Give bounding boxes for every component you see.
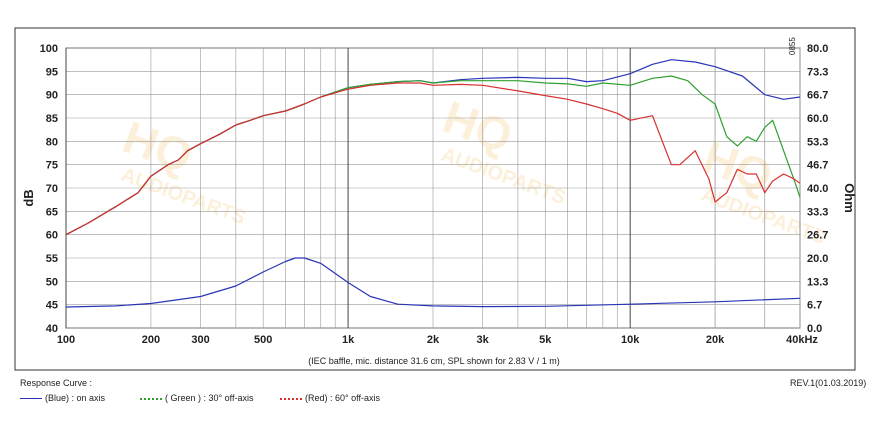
y-tick-label: 55 [46, 253, 58, 265]
legend-swatch-blue [20, 398, 42, 400]
x-tick-label: 100 [57, 334, 75, 346]
y2-tick-label: 73.3 [807, 66, 828, 78]
y-axis-ticks: 100 95 90 85 80 75 70 65 60 55 50 45 40 [40, 43, 58, 335]
y2-tick-label: 33.3 [807, 206, 828, 218]
y-tick-label: 70 [46, 183, 58, 195]
x-tick-label: 3k [477, 334, 490, 346]
y-tick-label: 60 [46, 230, 58, 242]
x-tick-label: 500 [254, 334, 272, 346]
chart-frame [14, 27, 856, 371]
x-tick-label: 2k [427, 334, 440, 346]
y2-tick-label: 66.7 [807, 90, 828, 102]
legend-item-red: (Red) : 60° off-axis [280, 393, 380, 403]
y2-tick-label: 26.7 [807, 230, 828, 242]
legend-swatch-green [140, 397, 162, 400]
x-tick-label: 40kHz [786, 334, 818, 346]
x-tick-label: 300 [191, 334, 209, 346]
y2-tick-label: 53.3 [807, 136, 828, 148]
y-tick-label: 50 [46, 276, 58, 288]
y-tick-label: 75 [46, 160, 58, 172]
legend-item-green: ( Green ) : 30° off-axis [140, 393, 253, 403]
y2-tick-label: 40.0 [807, 183, 828, 195]
corner-code: 0855 [788, 37, 797, 55]
y2-tick-label: 80.0 [807, 43, 828, 55]
response-curve-title: Response Curve : [20, 378, 93, 388]
y-tick-label: 95 [46, 66, 58, 78]
legend-label-red: (Red) : 60° off-axis [305, 393, 380, 403]
x-tick-label: 200 [142, 334, 160, 346]
y2-tick-label: 20.0 [807, 253, 828, 265]
y-tick-label: 85 [46, 113, 58, 125]
impedance-curve [65, 257, 801, 308]
y2-tick-label: 6.7 [807, 300, 822, 312]
y-tick-label: 100 [40, 43, 58, 55]
y-tick-label: 90 [46, 90, 58, 102]
y-tick-label: 40 [46, 323, 58, 335]
y2-axis-ticks: 80.0 73.3 66.7 60.0 53.3 46.7 40.0 33.3 26.7 20.0… [807, 43, 828, 335]
off-axis-60-curve [65, 82, 801, 236]
x-tick-label: 10k [621, 334, 640, 346]
y-tick-label: 65 [46, 206, 58, 218]
x-tick-label: 20k [706, 334, 725, 346]
x-axis-ticks: 100 200 300 500 1k 2k 3k 5k 10k 20k 40kHz [57, 334, 819, 346]
x-tick-label: 5k [539, 334, 552, 346]
y2-tick-label: 0.0 [807, 323, 822, 335]
measurement-conditions: (IEC baffle, mic. distance 31.6 cm, SPL … [308, 356, 560, 366]
y2-axis-title: Ohm [842, 183, 857, 213]
legend-label-blue: (Blue) : on axis [45, 393, 106, 403]
revision-label: REV.1(01.03.2019) [790, 378, 867, 388]
y2-tick-label: 60.0 [807, 113, 828, 125]
y2-tick-label: 46.7 [807, 160, 828, 172]
y-tick-label: 45 [46, 300, 58, 312]
y2-tick-label: 13.3 [807, 276, 828, 288]
y-tick-label: 80 [46, 136, 58, 148]
x-tick-label: 1k [342, 334, 355, 346]
grid [65, 47, 801, 329]
legend-swatch-red [280, 397, 302, 400]
legend-item-blue: (Blue) : on axis [20, 393, 105, 403]
legend-label-green: ( Green ) : 30° off-axis [165, 393, 254, 403]
y-axis-title: dB [21, 189, 36, 206]
curves [65, 59, 801, 308]
